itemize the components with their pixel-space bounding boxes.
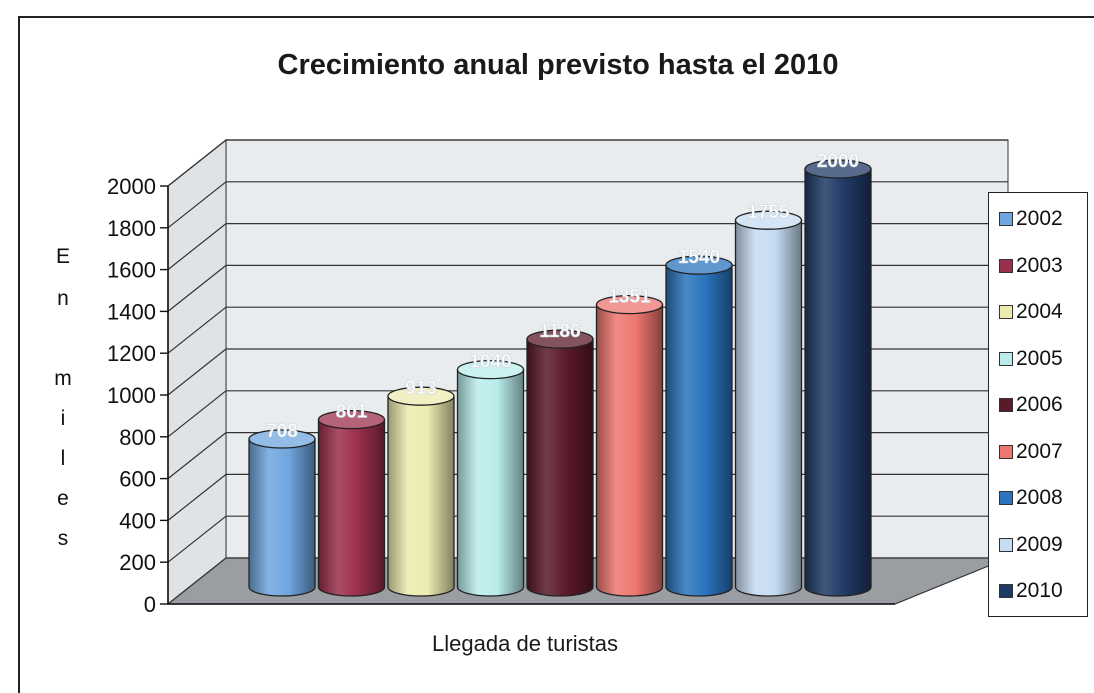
- y-axis-label-letter: l: [61, 447, 66, 470]
- y-tick-label: 800: [119, 425, 156, 450]
- bar-value-label: 2000: [817, 151, 859, 172]
- legend: 2002 2003 2004 2005 2006 2007 2008 2009 2010: [988, 192, 1088, 617]
- legend-item-2009: 2009: [999, 533, 1063, 557]
- bar-body: [526, 338, 594, 597]
- legend-swatch: [999, 305, 1013, 319]
- gridline-side: [167, 223, 227, 271]
- legend-swatch: [999, 212, 1013, 226]
- legend-swatch: [999, 398, 1013, 412]
- legend-item-2008: 2008: [999, 486, 1063, 510]
- bar-body: [317, 418, 386, 597]
- gridline-side: [167, 264, 227, 312]
- bar-value-label: 708: [266, 421, 298, 442]
- legend-item-2003: 2003: [999, 254, 1063, 278]
- gridline-side: [167, 306, 227, 354]
- legend-label: 2004: [1016, 300, 1063, 323]
- y-axis-label-letter: s: [58, 527, 69, 550]
- bar-2004: 913: [387, 378, 455, 597]
- legend-swatch: [999, 584, 1013, 598]
- legend-item-2010: 2010: [999, 579, 1063, 603]
- legend-label: 2005: [1016, 346, 1063, 370]
- y-tick-label: 600: [119, 467, 156, 492]
- y-axis-ticks: 0 200 400 600 800 1000 1200 1400 1600 1800 2000: [107, 174, 168, 617]
- y-tick-label: 200: [119, 550, 156, 575]
- legend-label: 2009: [1016, 532, 1063, 556]
- y-tick-label: 400: [119, 508, 156, 533]
- legend-item-2002: 2002: [999, 207, 1063, 231]
- gridline-side: [167, 473, 227, 521]
- legend-label: 2003: [1016, 253, 1063, 277]
- y-axis-label-letter: E: [56, 245, 70, 268]
- bar-value-label: 1040: [469, 352, 511, 373]
- bar-body: [665, 264, 733, 597]
- gridline-side: [167, 390, 227, 438]
- chart-frame: [18, 16, 1094, 693]
- gridline-side: [167, 515, 227, 563]
- bar-body: [456, 368, 525, 597]
- legend-label: 2006: [1016, 393, 1063, 416]
- bar-body: [387, 395, 455, 597]
- legend-item-2006: 2006: [999, 393, 1063, 417]
- y-tick-label: 1600: [107, 258, 156, 283]
- y-tick-label: 1800: [107, 216, 156, 241]
- y-axis-label-letter: e: [57, 487, 69, 510]
- bar-2003: 801: [317, 401, 386, 597]
- y-axis-label-letter: m: [54, 367, 72, 390]
- legend-item-2005: 2005: [999, 347, 1063, 371]
- legend-item-2004: 2004: [999, 300, 1063, 324]
- bar-value-label: 913: [405, 378, 437, 399]
- bar-body: [595, 303, 664, 597]
- bar-2002: 708: [248, 421, 316, 597]
- legend-label: 2007: [1016, 439, 1063, 463]
- gridline-side: [167, 432, 227, 480]
- bar-body: [734, 219, 803, 597]
- gridline-side: [167, 348, 227, 396]
- legend-item-2007: 2007: [999, 440, 1063, 464]
- bar-2010: 2000: [804, 151, 872, 597]
- bar-top: [734, 210, 803, 230]
- legend-swatch: [999, 351, 1013, 366]
- bar-2008: 1540: [665, 247, 733, 597]
- chart-title: Crecimiento anual previsto hasta el 2010: [278, 49, 839, 81]
- bar-value-label: 1540: [678, 247, 720, 268]
- bar-top: [317, 409, 386, 430]
- y-tick-label: 1200: [107, 341, 156, 366]
- gridline-side: [167, 139, 227, 187]
- legend-swatch: [999, 491, 1013, 505]
- legend-label: 2010: [1016, 579, 1063, 602]
- y-tick-label: 1000: [107, 383, 156, 408]
- legend-swatch: [999, 537, 1013, 552]
- bars: 708 801 913 1040 1186 1351 1540 1755 2000: [248, 151, 872, 597]
- y-tick-label: 2000: [107, 174, 156, 199]
- bar-value-label: 1351: [608, 287, 651, 308]
- bar-top: [456, 359, 525, 380]
- legend-label: 2002: [1016, 207, 1063, 230]
- bar-value-label: 1186: [539, 321, 580, 342]
- bar-value-label: 801: [336, 402, 368, 423]
- legend-swatch: [999, 444, 1013, 459]
- legend-swatch: [999, 258, 1013, 273]
- y-axis-label-letter: n: [57, 287, 69, 310]
- bar-body: [804, 168, 872, 597]
- bar-top: [804, 159, 872, 179]
- bar-2005: 1040: [456, 351, 525, 597]
- bar-2007: 1351: [595, 286, 664, 597]
- legend-label: 2008: [1016, 486, 1063, 509]
- y-axis-label-letter: i: [61, 407, 66, 430]
- bar-top: [526, 329, 594, 349]
- y-tick-label: 1400: [107, 299, 156, 324]
- bar-top: [665, 255, 733, 275]
- bar-body: [248, 438, 316, 597]
- bar-top: [595, 294, 664, 315]
- bar-2006: 1186: [526, 321, 594, 597]
- bar-top: [387, 386, 455, 406]
- bar-2009: 1755: [734, 202, 803, 597]
- bar-top: [248, 429, 316, 449]
- bar-value-label: 1755: [747, 202, 790, 223]
- x-axis-label: Llegada de turistas: [432, 631, 618, 656]
- y-tick-label: 0: [144, 592, 156, 617]
- gridline-side: [167, 181, 227, 229]
